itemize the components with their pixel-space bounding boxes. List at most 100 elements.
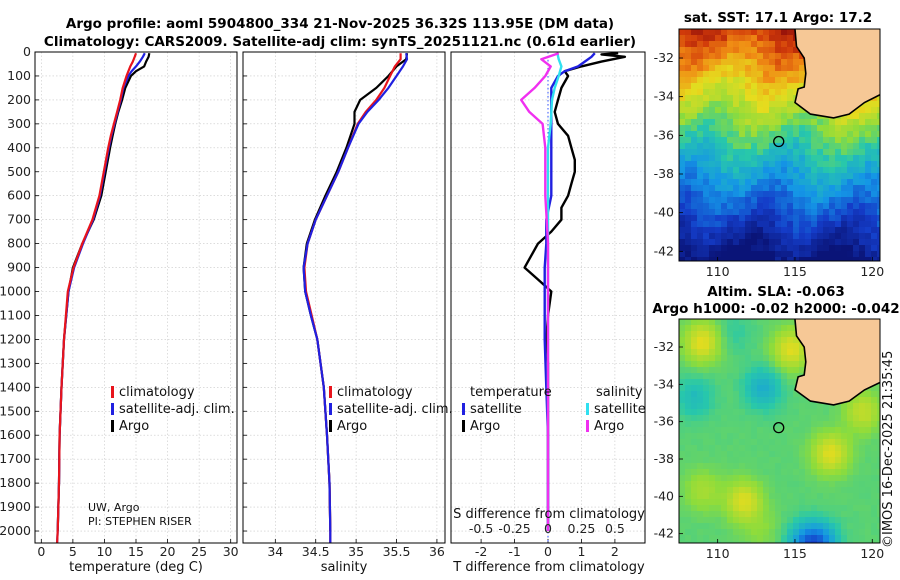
map-cell — [835, 475, 842, 482]
map-cell — [847, 215, 854, 222]
map-cell — [733, 433, 740, 440]
map-cell — [793, 337, 800, 344]
map-cell — [853, 167, 860, 174]
map-cell — [781, 65, 788, 72]
map-cell — [745, 517, 752, 524]
map-cell — [781, 343, 788, 350]
map-cell — [853, 239, 860, 246]
map-cell — [733, 245, 740, 252]
map-cell — [805, 427, 812, 434]
map-cell — [865, 463, 872, 470]
map-cell — [781, 227, 788, 234]
map-cell — [787, 457, 794, 464]
map-cell — [841, 113, 848, 120]
map-cell — [763, 71, 770, 78]
map-cell — [847, 245, 854, 252]
map-cell — [811, 433, 818, 440]
x-tick-label: 5 — [69, 544, 77, 559]
difference-legend-temperature: temperature satellite Argo — [462, 385, 552, 434]
map-cell — [841, 493, 848, 500]
map-cell — [775, 107, 782, 114]
map-cell — [769, 331, 776, 338]
map-cell — [739, 209, 746, 216]
map-cell — [805, 239, 812, 246]
map-cell — [715, 149, 722, 156]
map-cell — [859, 239, 866, 246]
map-cell — [739, 379, 746, 386]
map-cell — [739, 415, 746, 422]
map-cell — [739, 409, 746, 416]
map-cell — [721, 523, 728, 530]
map-cell — [733, 481, 740, 488]
map-cell — [841, 167, 848, 174]
map-cell — [829, 227, 836, 234]
map-cell — [703, 95, 710, 102]
map-cell — [721, 65, 728, 72]
map-cell — [793, 197, 800, 204]
map-cell — [739, 397, 746, 404]
map-cell — [715, 59, 722, 66]
map-cell — [829, 251, 836, 258]
map-cell — [691, 239, 698, 246]
map-cell — [721, 191, 728, 198]
map-cell — [685, 475, 692, 482]
map-cell — [757, 59, 764, 66]
map-cell — [727, 331, 734, 338]
map-cell — [721, 421, 728, 428]
map-cell — [853, 191, 860, 198]
map-cell — [793, 143, 800, 150]
map-cell — [769, 107, 776, 114]
map-cell — [715, 445, 722, 452]
map-cell — [823, 427, 830, 434]
map-cell — [877, 403, 880, 410]
map-cell — [685, 29, 692, 36]
map-cell — [751, 541, 758, 543]
map-cell — [781, 113, 788, 120]
map-cell — [691, 197, 698, 204]
map-cell — [865, 523, 872, 530]
map-cell — [703, 511, 710, 518]
map-cell — [847, 239, 854, 246]
map-cell — [793, 529, 800, 536]
map-cell — [769, 451, 776, 458]
map-cell — [865, 125, 872, 132]
map-cell — [793, 361, 800, 368]
map-cell — [871, 173, 878, 180]
map-cell — [805, 137, 812, 144]
map-cell — [835, 197, 842, 204]
map-cell — [859, 137, 866, 144]
map-cell — [799, 469, 806, 476]
map-cell — [865, 161, 872, 168]
map-cell — [769, 415, 776, 422]
map-cell — [679, 179, 686, 186]
x-tick-label: 120 — [860, 546, 884, 561]
map-cell — [715, 331, 722, 338]
map-cell — [805, 155, 812, 162]
map-cell — [787, 403, 794, 410]
map-cell — [781, 355, 788, 362]
map-cell — [727, 167, 734, 174]
map-cell — [877, 143, 880, 150]
series-line-satellite-adj-clim- — [56, 52, 146, 543]
map-cell — [829, 403, 836, 410]
map-cell — [745, 131, 752, 138]
map-cell — [733, 155, 740, 162]
map-cell — [715, 373, 722, 380]
map-cell — [721, 89, 728, 96]
map-cell — [775, 541, 782, 543]
map-cell — [739, 535, 746, 542]
map-cell — [709, 397, 716, 404]
map-cell — [805, 535, 812, 542]
map-cell — [715, 487, 722, 494]
map-cell — [721, 343, 728, 350]
map-cell — [727, 325, 734, 332]
map-cell — [805, 433, 812, 440]
map-cell — [751, 185, 758, 192]
map-cell — [763, 245, 770, 252]
map-cell — [847, 131, 854, 138]
map-cell — [805, 119, 812, 126]
map-cell — [769, 71, 776, 78]
map-cell — [757, 65, 764, 72]
map-cell — [721, 119, 728, 126]
map-cell — [703, 209, 710, 216]
